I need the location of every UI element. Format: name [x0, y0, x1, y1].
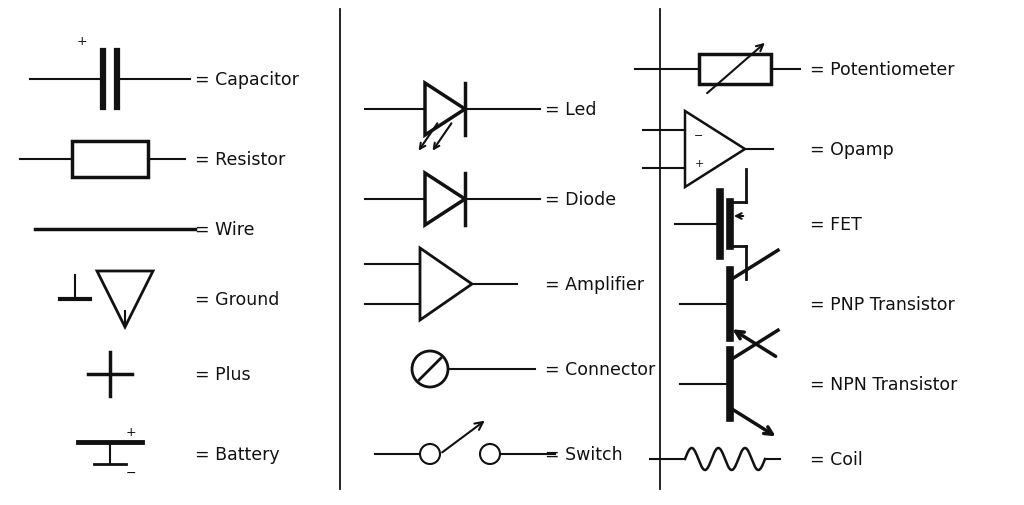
Text: +: +: [126, 426, 136, 439]
Text: +: +: [77, 35, 87, 48]
Bar: [72, 142, 148, 178]
Text: = Diode: = Diode: [545, 190, 616, 209]
Text: = Amplifier: = Amplifier: [545, 275, 644, 293]
Text: +: +: [694, 159, 703, 169]
Text: = Led: = Led: [545, 101, 597, 119]
Text: = PNP Transistor: = PNP Transistor: [810, 295, 954, 314]
Text: = Battery: = Battery: [195, 445, 280, 463]
Text: = Resistor: = Resistor: [195, 150, 286, 169]
Text: = Capacitor: = Capacitor: [195, 71, 299, 89]
Text: = Opamp: = Opamp: [810, 141, 894, 159]
Text: = Coil: = Coil: [810, 450, 863, 468]
Text: −: −: [694, 130, 703, 140]
Text: = Connector: = Connector: [545, 360, 655, 378]
Text: = Potentiometer: = Potentiometer: [810, 61, 954, 79]
Text: −: −: [126, 466, 136, 479]
Text: = NPN Transistor: = NPN Transistor: [810, 375, 957, 393]
Text: = Switch: = Switch: [545, 445, 623, 463]
Bar: [699, 55, 771, 85]
Text: = FET: = FET: [810, 216, 862, 233]
Text: = Wire: = Wire: [195, 221, 255, 238]
Text: = Ground: = Ground: [195, 290, 280, 309]
Text: = Plus: = Plus: [195, 365, 251, 383]
